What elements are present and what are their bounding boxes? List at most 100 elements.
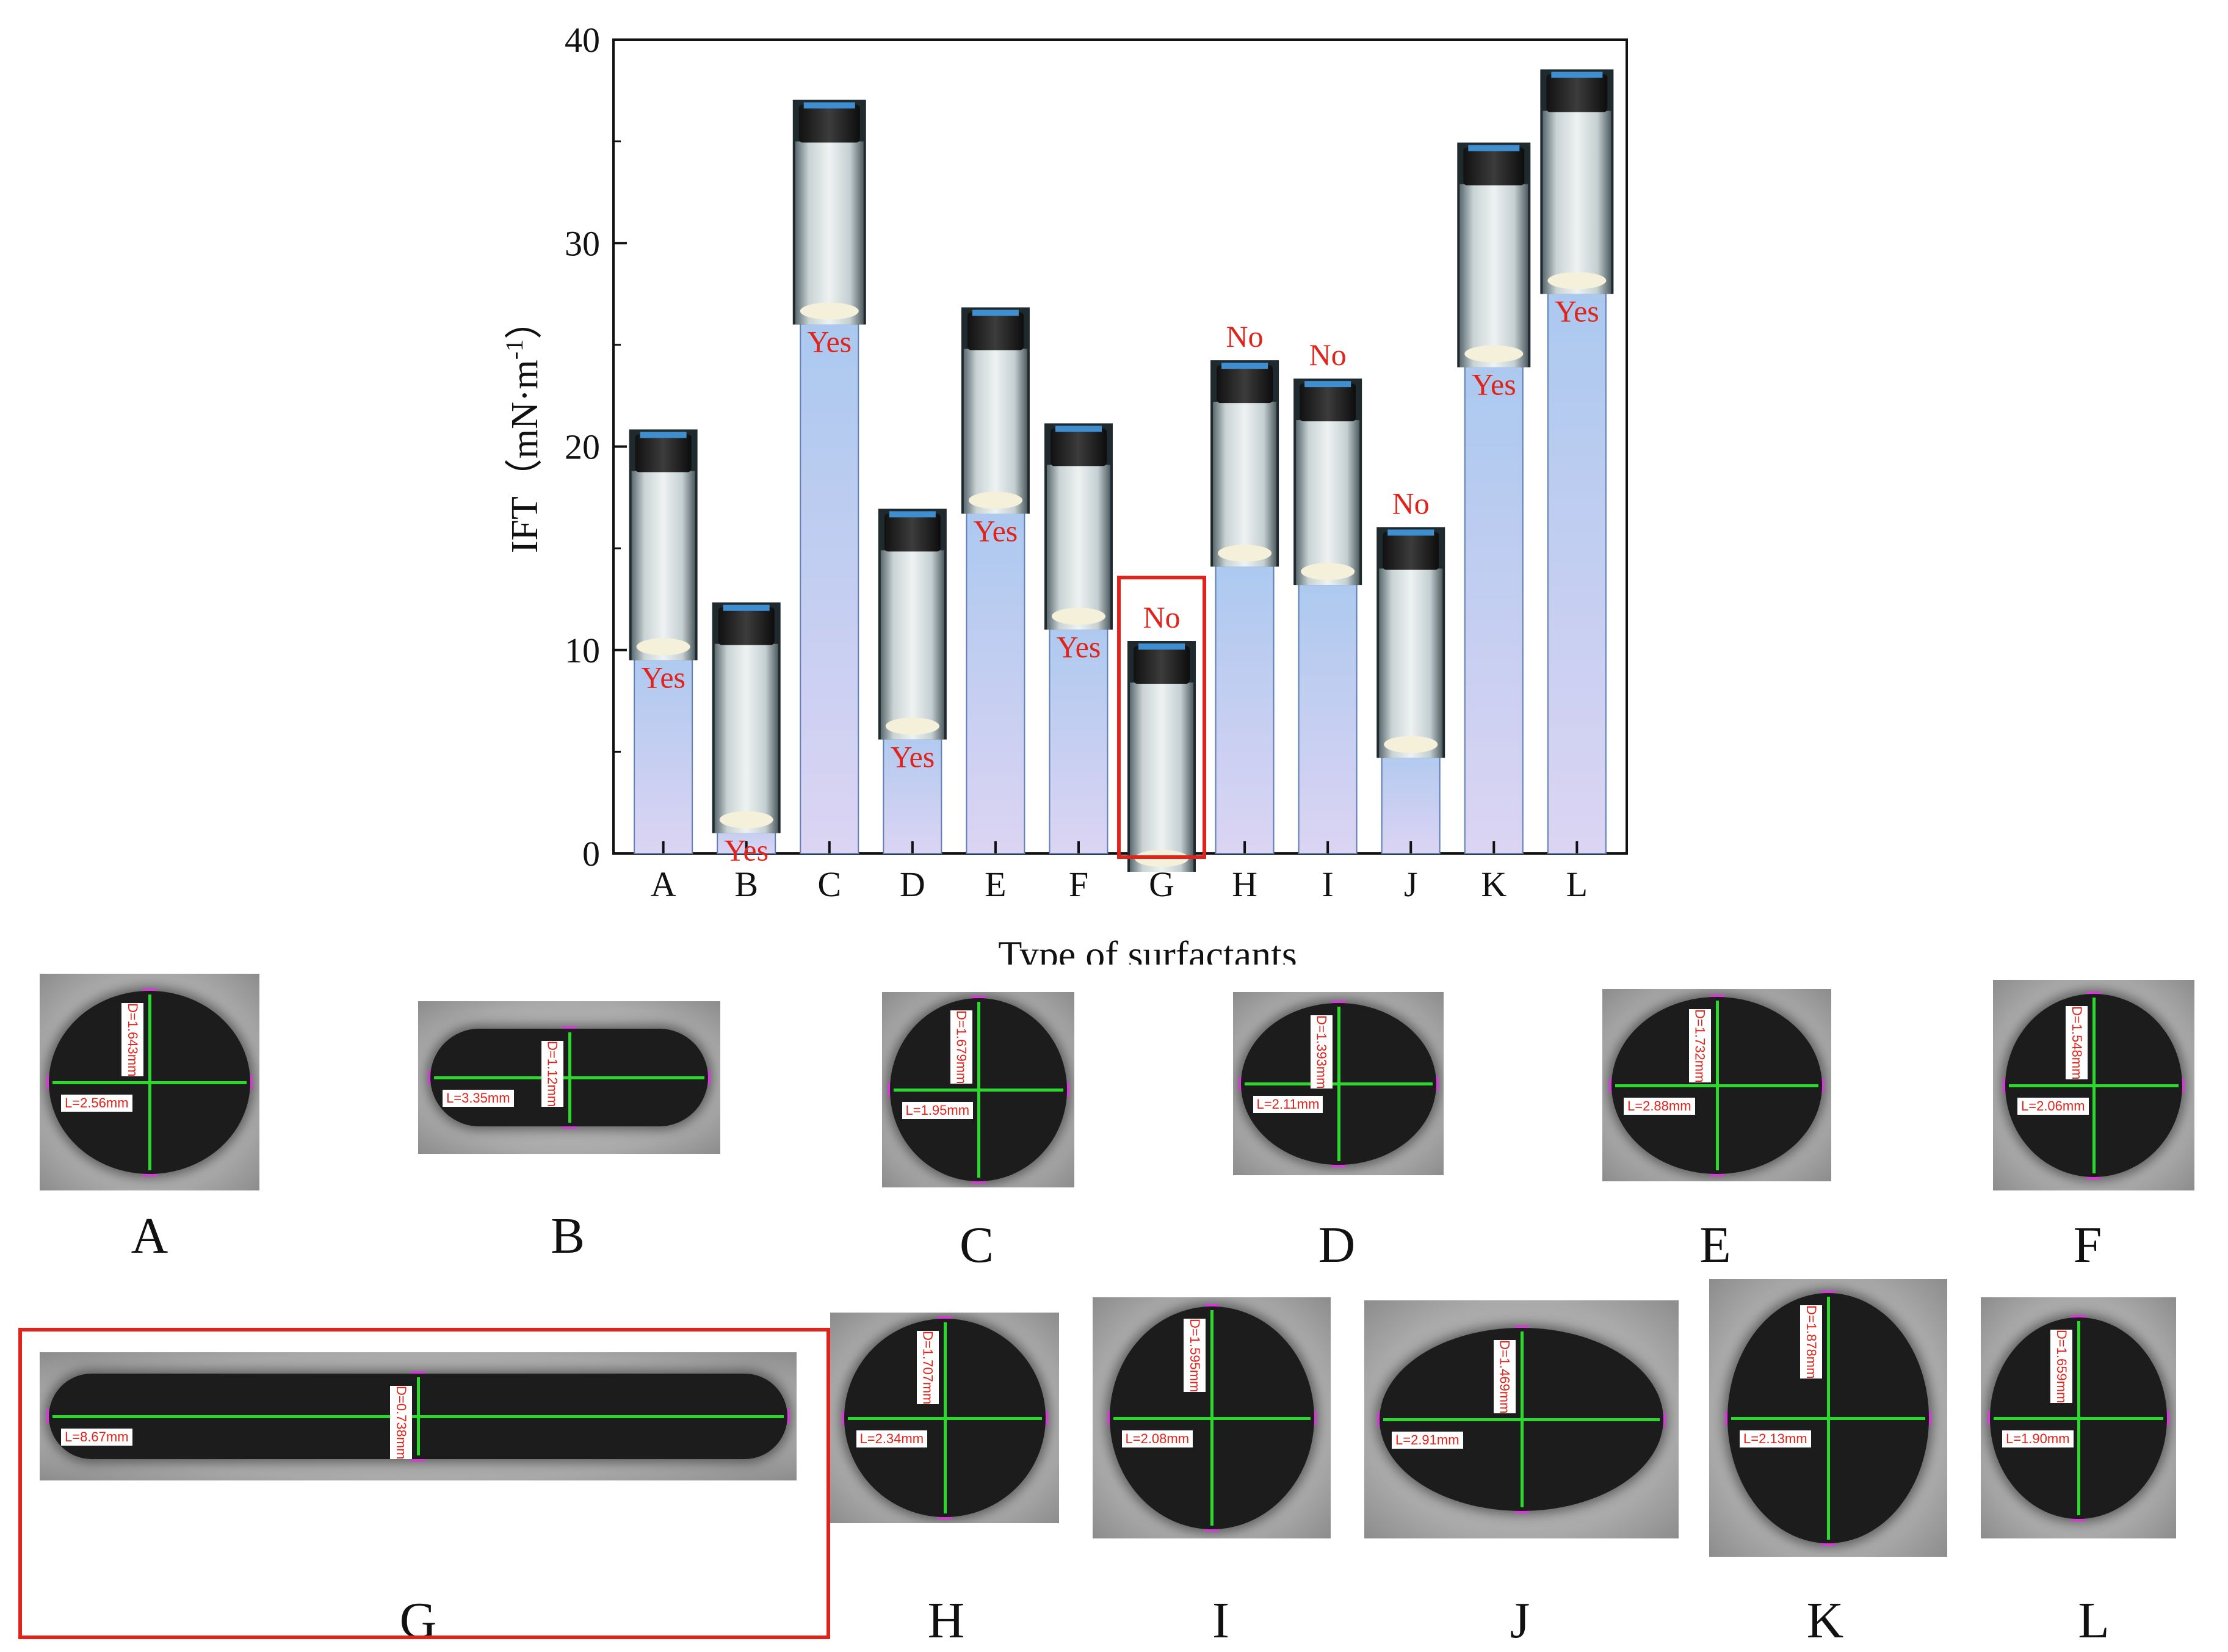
bar-C [800,299,859,854]
edge-marker [1609,1078,1611,1093]
droplet-label-L: L [2078,1592,2110,1649]
edge-marker [1514,1511,1529,1513]
x-tick-label-K: K [1481,864,1506,904]
edge-marker [562,1126,577,1129]
edge-marker [1987,1410,1990,1426]
diameter-label: D=1.393mm [1310,1015,1333,1089]
edge-marker [46,1074,49,1090]
droplet-label-G: G [399,1592,437,1649]
diameter-line [1520,1331,1524,1507]
x-tick-label-I: I [1322,864,1333,904]
length-label: L=2.34mm [856,1430,928,1447]
droplet-label-A: A [131,1208,168,1264]
vial-photo-J [1376,527,1445,758]
annotation-F: Yes [1057,629,1101,664]
edge-marker [1821,1290,1836,1293]
vial-photo-I [1293,379,1362,585]
droplet-label-E: E [1699,1217,1731,1273]
droplet-photo-G: D=0.738mm L=8.67mm [40,1352,797,1480]
edge-marker [2086,1176,2101,1179]
edge-marker [1204,1304,1219,1306]
droplet-label-K: K [1806,1592,1844,1649]
edge-marker [142,1173,157,1176]
bar-E [966,488,1025,854]
length-label: L=8.67mm [61,1429,132,1446]
vial-photo-E [961,307,1030,514]
edge-marker [562,1026,577,1029]
edge-marker [971,1181,986,1184]
droplet-label-C: C [959,1217,994,1273]
edge-marker [1709,994,1724,997]
edge-marker [2167,1410,2169,1426]
highlight-box-G [1117,576,1207,859]
edge-marker [1709,1173,1724,1176]
x-tick-label-E: E [985,864,1006,904]
x-tick-label-F: F [1069,864,1088,904]
edge-marker [1514,1325,1529,1328]
edge-marker [1822,1078,1825,1093]
edge-marker [1929,1410,1931,1426]
diameter-line [1210,1310,1213,1526]
edge-marker [1314,1410,1317,1426]
vial-photo-F [1044,423,1113,630]
edge-marker [1331,1164,1346,1167]
x-tick-label-D: D [900,864,925,904]
edge-marker [2071,1518,2086,1521]
droplet-photo-L: D=1.659mm L=1.90mm [1981,1297,2176,1538]
droplet-photo-K: D=1.878mm L=2.13mm [1709,1279,1947,1557]
annotation-I: No [1309,338,1347,372]
annotation-C: Yes [807,325,852,359]
edge-marker [2003,1078,2005,1093]
length-label: L=1.95mm [902,1102,974,1119]
diameter-line [417,1377,420,1455]
vial-photo-D [878,509,947,740]
annotation-E: Yes [974,513,1018,548]
diameter-label: D=1.707mm [916,1331,939,1405]
droplet-photo-F: D=1.548mm L=2.06mm [1993,980,2194,1190]
edge-marker [937,1316,952,1319]
highlight-box-droplet-G [18,1328,830,1639]
bar-L [1547,269,1607,854]
length-label: L=2.06mm [2017,1097,2089,1115]
edge-marker [142,988,157,991]
diameter-label: D=0.738mm [390,1386,412,1460]
droplet-photo-D: D=1.393mm L=2.11mm [1233,992,1444,1175]
vial-photo-K [1457,142,1531,368]
diameter-label: D=1.878mm [1800,1305,1822,1378]
x-tick-label-L: L [1566,864,1588,904]
length-label: L=2.91mm [1392,1432,1463,1449]
edge-marker [937,1517,952,1520]
diameter-line [1827,1296,1830,1540]
droplet-photo-C: D=1.679mm L=1.95mm [882,992,1074,1187]
edge-marker [46,1409,49,1424]
edge-marker [1238,1076,1241,1091]
edge-marker [1204,1529,1219,1532]
droplet-label-F: F [2073,1217,2102,1273]
droplet-label-J: J [1510,1592,1530,1649]
edge-marker [708,1070,711,1085]
vial-photo-H [1210,360,1279,567]
y-tick-label: 0 [582,834,600,874]
y-tick-label: 20 [565,427,600,467]
length-label: L=1.90mm [2002,1430,2074,1447]
droplet-photo-A: D=1.643mm L=2.56mm [40,974,259,1190]
length-label: L=2.11mm [1253,1096,1323,1113]
edge-marker [1066,1082,1069,1097]
length-label: L=2.08mm [1121,1430,1193,1447]
edge-marker [1821,1543,1836,1546]
edge-marker [1725,1410,1727,1426]
bar-K [1464,342,1524,854]
edge-marker [250,1074,253,1090]
diameter-line [2077,1321,2080,1515]
annotation-L: Yes [1555,294,1599,328]
droplet-photo-B: D=1.12mm L=3.35mm [418,1001,720,1154]
edge-marker [1107,1410,1110,1426]
y-axis-label: IFT（mN·m-1） [501,302,546,553]
annotation-H: No [1226,319,1264,353]
droplet-label-H: H [927,1592,965,1649]
length-label: L=2.56mm [61,1094,132,1112]
edge-marker [971,996,986,998]
vial-photo-G [1127,641,1196,872]
x-tick-label-B: B [734,864,758,904]
edge-marker [2071,1314,2086,1317]
